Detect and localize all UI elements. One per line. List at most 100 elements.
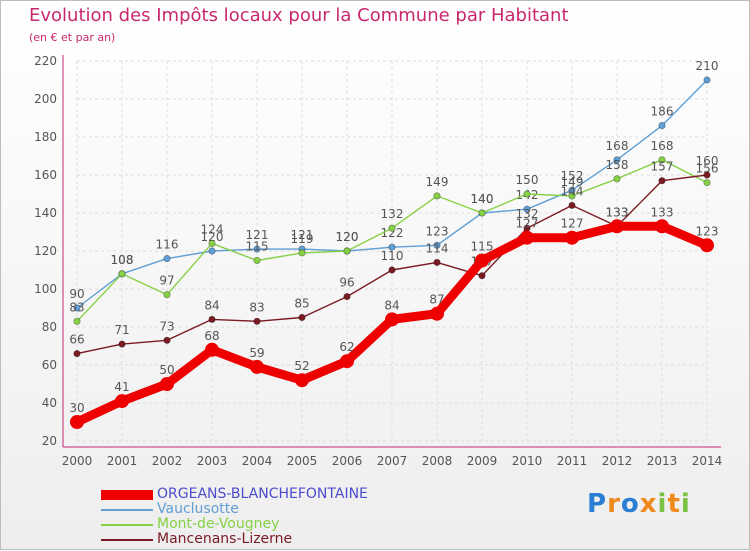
data-point-vauclusotte [163,255,171,263]
data-point-mancenans-lizerne [343,292,351,301]
data-label-mancenans-lizerne: 114 [426,241,449,255]
data-point-mont-de-vougney [703,179,711,187]
data-point-mancenans-lizerne [208,315,216,323]
data-point-mont-de-vougney [433,192,441,200]
data-label-orgeans-blanchefontaine: 30 [69,401,84,415]
data-label-orgeans-blanchefontaine: 59 [249,346,264,360]
data-label-mont-de-vougney: 168 [651,139,674,153]
proxiti-logo: Proxiti [587,489,691,519]
y-tick-label: 40 [42,396,57,410]
x-tick-label: 2013 [647,454,678,468]
legend-label: Mont-de-Vougney [157,516,280,532]
data-point-mancenans-lizerne [568,201,576,209]
data-label-mancenans-lizerne: 96 [339,276,354,290]
data-point-mancenans-lizerne [163,336,171,344]
data-label-vauclusotte: 116 [156,238,179,252]
logo-letter: o [620,489,640,519]
legend-item: Mancenans-Lizerne [101,532,421,547]
data-point-orgeans-blanchefontaine [205,342,219,357]
data-label-mont-de-vougney: 124 [201,222,224,236]
x-tick-label: 2009 [467,454,498,468]
data-label-mont-de-vougney: 132 [381,207,404,221]
legend-swatch [101,539,153,541]
legend-label: ORGEANS-BLANCHEFONTAINE [157,486,368,502]
y-tick-label: 220 [34,54,57,68]
chart-legend: ORGEANS-BLANCHEFONTAINE Vauclusotte Mont-d… [101,487,421,547]
data-label-vauclusotte: 186 [651,105,674,119]
data-point-mont-de-vougney [658,156,666,164]
data-point-vauclusotte [208,247,216,255]
data-label-orgeans-blanchefontaine: 41 [114,380,129,394]
legend-item: Vauclusotte [101,502,421,517]
logo-letter: r [607,489,621,519]
data-label-mont-de-vougney: 149 [426,175,449,189]
data-label-mancenans-lizerne: 144 [561,184,584,198]
logo-letter: t [667,489,681,519]
data-label-mont-de-vougney: 120 [336,230,359,244]
data-point-orgeans-blanchefontaine [700,238,714,253]
data-label-orgeans-blanchefontaine: 123 [696,224,719,238]
data-point-orgeans-blanchefontaine [295,373,309,388]
legend-label: Mancenans-Lizerne [157,531,293,547]
y-tick-label: 200 [34,92,57,106]
data-label-vauclusotte: 168 [606,139,629,153]
data-label-vauclusotte: 122 [381,226,404,240]
data-label-mancenans-lizerne: 132 [516,207,539,221]
data-point-mont-de-vougney [568,192,576,200]
data-label-orgeans-blanchefontaine: 68 [204,329,219,343]
x-tick-label: 2000 [62,454,93,468]
data-point-mont-de-vougney [523,190,531,198]
data-point-mancenans-lizerne [298,313,306,322]
data-label-orgeans-blanchefontaine: 84 [384,298,399,312]
data-label-orgeans-blanchefontaine: 127 [561,217,584,231]
data-point-vauclusotte [388,243,396,251]
y-tick-label: 80 [42,320,57,334]
data-point-vauclusotte [613,156,621,164]
data-label-mont-de-vougney: 83 [69,300,84,314]
data-label-mancenans-lizerne: 160 [696,154,719,168]
y-tick-label: 60 [42,358,57,372]
data-point-mancenans-lizerne [478,272,486,280]
data-point-orgeans-blanchefontaine [610,219,624,234]
data-point-orgeans-blanchefontaine [520,230,534,245]
x-tick-label: 2010 [512,454,543,468]
data-label-orgeans-blanchefontaine: 127 [516,217,539,231]
data-label-orgeans-blanchefontaine: 133 [606,205,629,219]
x-tick-label: 2001 [107,454,138,468]
data-point-mont-de-vougney [298,249,306,257]
data-point-mont-de-vougney [253,256,261,265]
data-label-orgeans-blanchefontaine: 62 [339,340,354,354]
data-label-mancenans-lizerne: 71 [114,323,129,337]
data-label-mont-de-vougney: 115 [246,240,269,254]
data-label-mont-de-vougney: 156 [696,162,719,176]
data-label-mont-de-vougney: 140 [471,192,494,206]
data-point-orgeans-blanchefontaine [250,359,264,374]
x-tick-label: 2008 [422,454,453,468]
data-label-vauclusotte: 121 [291,228,314,242]
data-label-mont-de-vougney: 149 [561,175,584,189]
data-label-vauclusotte: 90 [69,287,84,301]
data-point-vauclusotte [433,241,441,249]
legend-swatch [101,490,153,500]
data-label-mancenans-lizerne: 83 [249,300,264,314]
data-label-mont-de-vougney: 158 [606,158,629,172]
data-label-mancenans-lizerne: 84 [204,298,219,312]
data-label-mancenans-lizerne: 85 [294,297,309,311]
data-label-vauclusotte: 120 [201,230,224,244]
x-tick-label: 2004 [242,454,273,468]
data-point-mont-de-vougney [613,175,621,183]
data-label-vauclusotte: 123 [426,224,449,238]
data-point-mancenans-lizerne [658,177,666,185]
y-tick-label: 20 [42,434,57,448]
data-label-mont-de-vougney: 97 [159,274,174,288]
chart-title: Evolution des Impôts locaux pour la Comm… [29,5,569,26]
x-tick-label: 2006 [332,454,363,468]
data-point-mont-de-vougney [478,209,486,217]
x-tick-label: 2002 [152,454,183,468]
data-point-mont-de-vougney [343,247,351,255]
data-label-orgeans-blanchefontaine: 52 [294,359,309,373]
x-tick-label: 2011 [557,454,588,468]
data-point-orgeans-blanchefontaine [160,377,174,391]
